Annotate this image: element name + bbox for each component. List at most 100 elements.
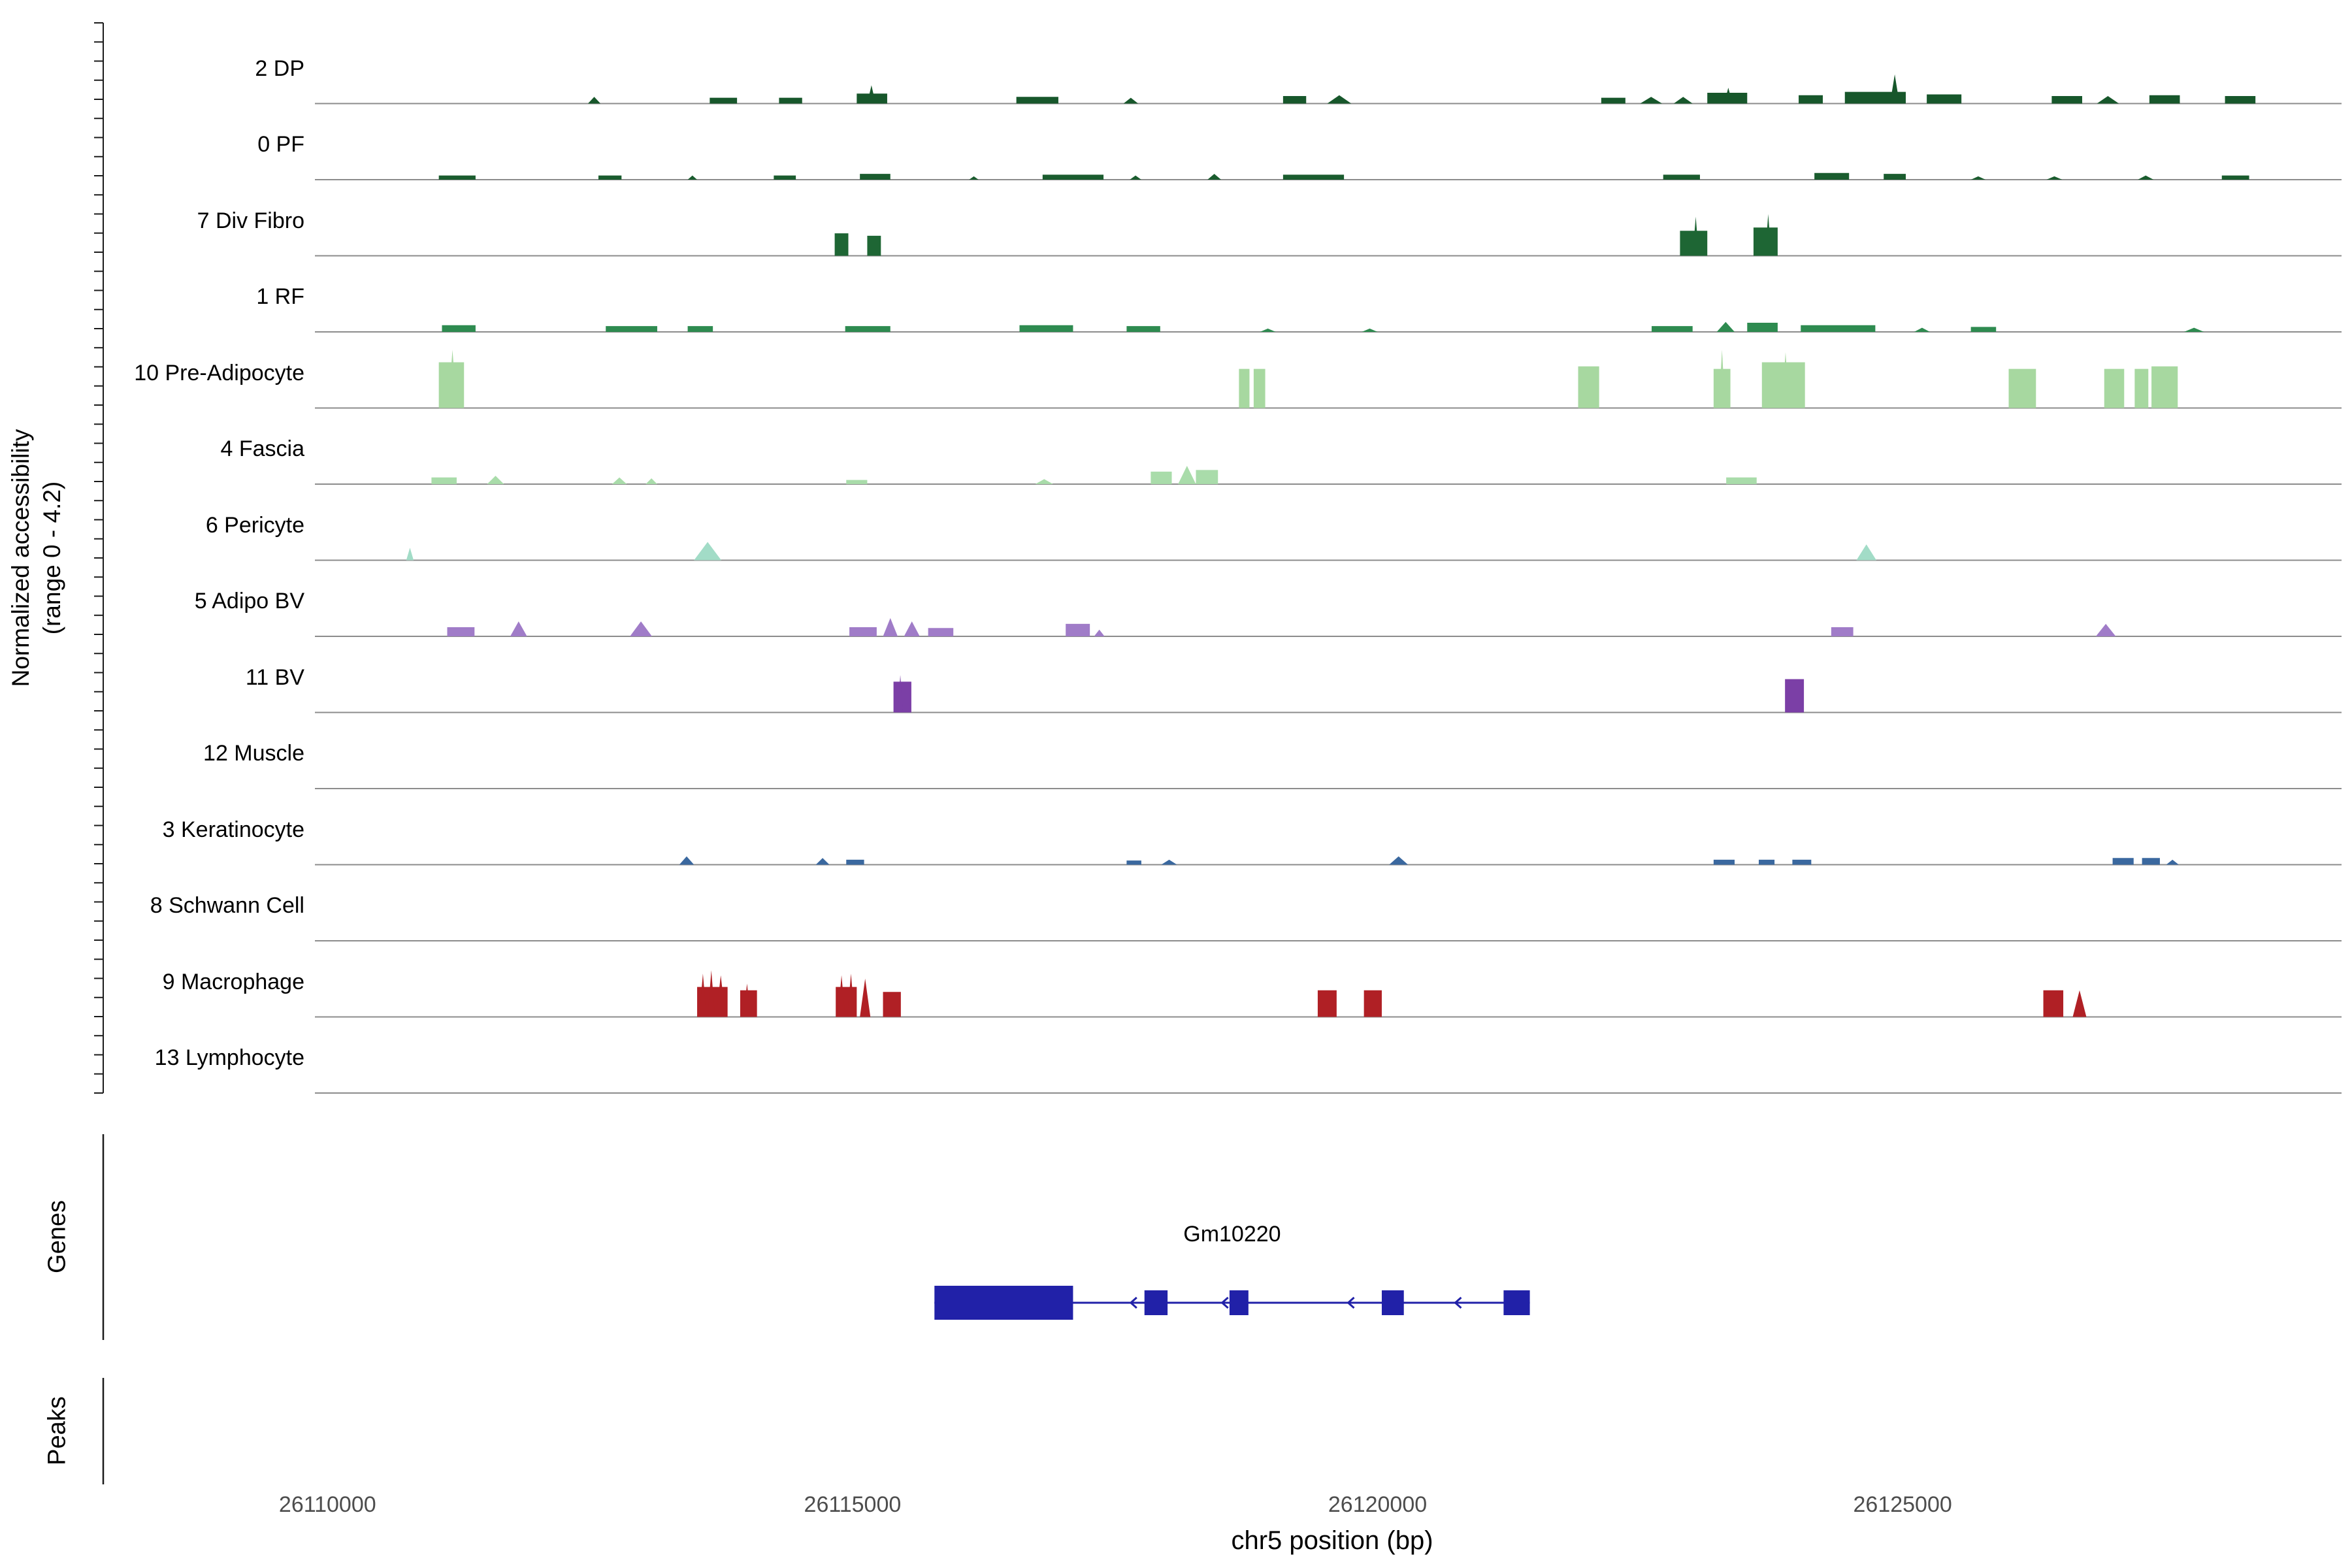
signal-peak <box>598 175 622 180</box>
track-label-4-fascia: 4 Fascia <box>220 436 305 461</box>
signal-peak <box>860 978 871 1017</box>
x-axis-title: chr5 position (bp) <box>1231 1526 1433 1555</box>
signal-peak <box>2046 176 2063 180</box>
signal-peak <box>406 547 414 561</box>
signal-peak <box>645 478 657 484</box>
track-label-3-keratinocyte: 3 Keratinocyte <box>162 817 304 842</box>
track-label-8-schwann-cell: 8 Schwann Cell <box>150 893 304 918</box>
signal-peak <box>847 973 855 1017</box>
signal-peak <box>1126 326 1160 332</box>
gene-exon <box>1503 1290 1530 1315</box>
signal-peak <box>1831 627 1854 636</box>
signal-peak <box>1747 322 1778 332</box>
signal-peak <box>1578 366 1599 408</box>
signal-peak <box>1692 216 1699 256</box>
signal-peak <box>1713 859 1735 865</box>
signal-peak <box>867 85 876 104</box>
x-tick-label: 26115000 <box>804 1492 902 1517</box>
signal-peak <box>1782 352 1789 408</box>
signal-peak <box>860 174 890 180</box>
signal-peak <box>1914 327 1930 332</box>
strand-arrow-icon <box>1347 1296 1355 1309</box>
signal-peak <box>904 621 920 636</box>
signal-peak <box>687 326 713 332</box>
signal-peak <box>1389 856 1409 865</box>
signal-peak <box>1260 328 1276 332</box>
track-label-2-dp: 2 DP <box>255 56 304 81</box>
signal-peak <box>1019 325 1073 332</box>
gene-exon <box>934 1286 1073 1320</box>
signal-peak <box>838 975 845 1017</box>
gene-exon <box>1381 1290 1404 1315</box>
signal-peak <box>694 542 722 561</box>
signal-peak <box>1801 325 1876 332</box>
signal-peak <box>849 627 877 636</box>
track-label-12-muscle: 12 Muscle <box>203 741 304 766</box>
signal-peak <box>587 97 601 104</box>
signal-peak <box>679 856 694 865</box>
signal-peak <box>1207 174 1222 180</box>
signal-peak <box>510 621 527 636</box>
signal-peak <box>2043 990 2064 1017</box>
signal-peak <box>710 97 738 104</box>
signal-peak <box>1814 172 1850 180</box>
signal-peak <box>1327 95 1352 104</box>
signal-peak <box>928 628 954 636</box>
signal-peak <box>2225 96 2256 104</box>
signal-peak <box>2138 175 2154 180</box>
track-label-9-macrophage: 9 Macrophage <box>162 969 304 994</box>
track-label-13-lymphocyte: 13 Lymphocyte <box>154 1045 304 1070</box>
signal-peak <box>2095 623 2116 636</box>
signal-peak <box>2183 327 2204 332</box>
gene-exon <box>1229 1290 1249 1315</box>
track-label-0-pf: 0 PF <box>257 132 304 157</box>
signal-peak <box>1718 350 1725 408</box>
signal-peak <box>2149 95 2180 104</box>
signal-peak <box>1151 471 1172 484</box>
signal-peak <box>2112 858 2134 865</box>
signal-peak <box>2104 368 2125 408</box>
signal-peak <box>1716 321 1735 332</box>
signal-peak <box>1652 326 1693 332</box>
signal-peak <box>1362 328 1378 332</box>
signal-peak <box>2142 858 2160 865</box>
signal-peak <box>834 233 849 256</box>
signal-peak <box>1253 368 1266 408</box>
signal-peak <box>2166 859 2179 865</box>
x-tick-label: 26110000 <box>278 1492 376 1517</box>
signal-peak <box>2097 96 2119 104</box>
signal-peak <box>1601 97 1625 104</box>
signal-peak <box>1889 74 1900 104</box>
signal-peak <box>1927 94 1962 104</box>
signal-peak <box>2072 990 2087 1017</box>
signal-peak <box>1178 465 1196 484</box>
signal-peak <box>442 325 476 332</box>
signal-peak <box>1792 859 1812 865</box>
signal-peak <box>883 617 898 636</box>
signal-peak <box>1785 679 1805 713</box>
signal-peak <box>1723 88 1733 104</box>
signal-peak <box>845 326 890 332</box>
signal-peak <box>612 477 627 484</box>
signal-peak <box>2134 368 2149 408</box>
signal-peak <box>487 476 504 484</box>
signal-peak <box>1726 477 1757 484</box>
signal-peak <box>448 350 457 408</box>
signal-peak <box>1673 97 1693 104</box>
signal-peak <box>1035 479 1053 484</box>
signal-peak <box>606 326 657 332</box>
signal-peak <box>1126 860 1141 865</box>
signal-peak <box>1765 214 1772 256</box>
signal-peak <box>1317 990 1337 1017</box>
signal-peak <box>687 175 698 180</box>
track-label-6-pericyte: 6 Pericyte <box>205 512 304 538</box>
signal-peak <box>447 627 475 636</box>
x-tick-label: 26120000 <box>1328 1492 1428 1517</box>
track-label-7-div-fibro: 7 Div Fibro <box>197 208 304 233</box>
signal-peak <box>1364 990 1382 1017</box>
x-tick-label: 26125000 <box>1853 1492 1952 1517</box>
signal-peak <box>774 175 796 180</box>
strand-arrow-icon <box>1220 1296 1229 1309</box>
signal-peak <box>1196 470 1218 484</box>
